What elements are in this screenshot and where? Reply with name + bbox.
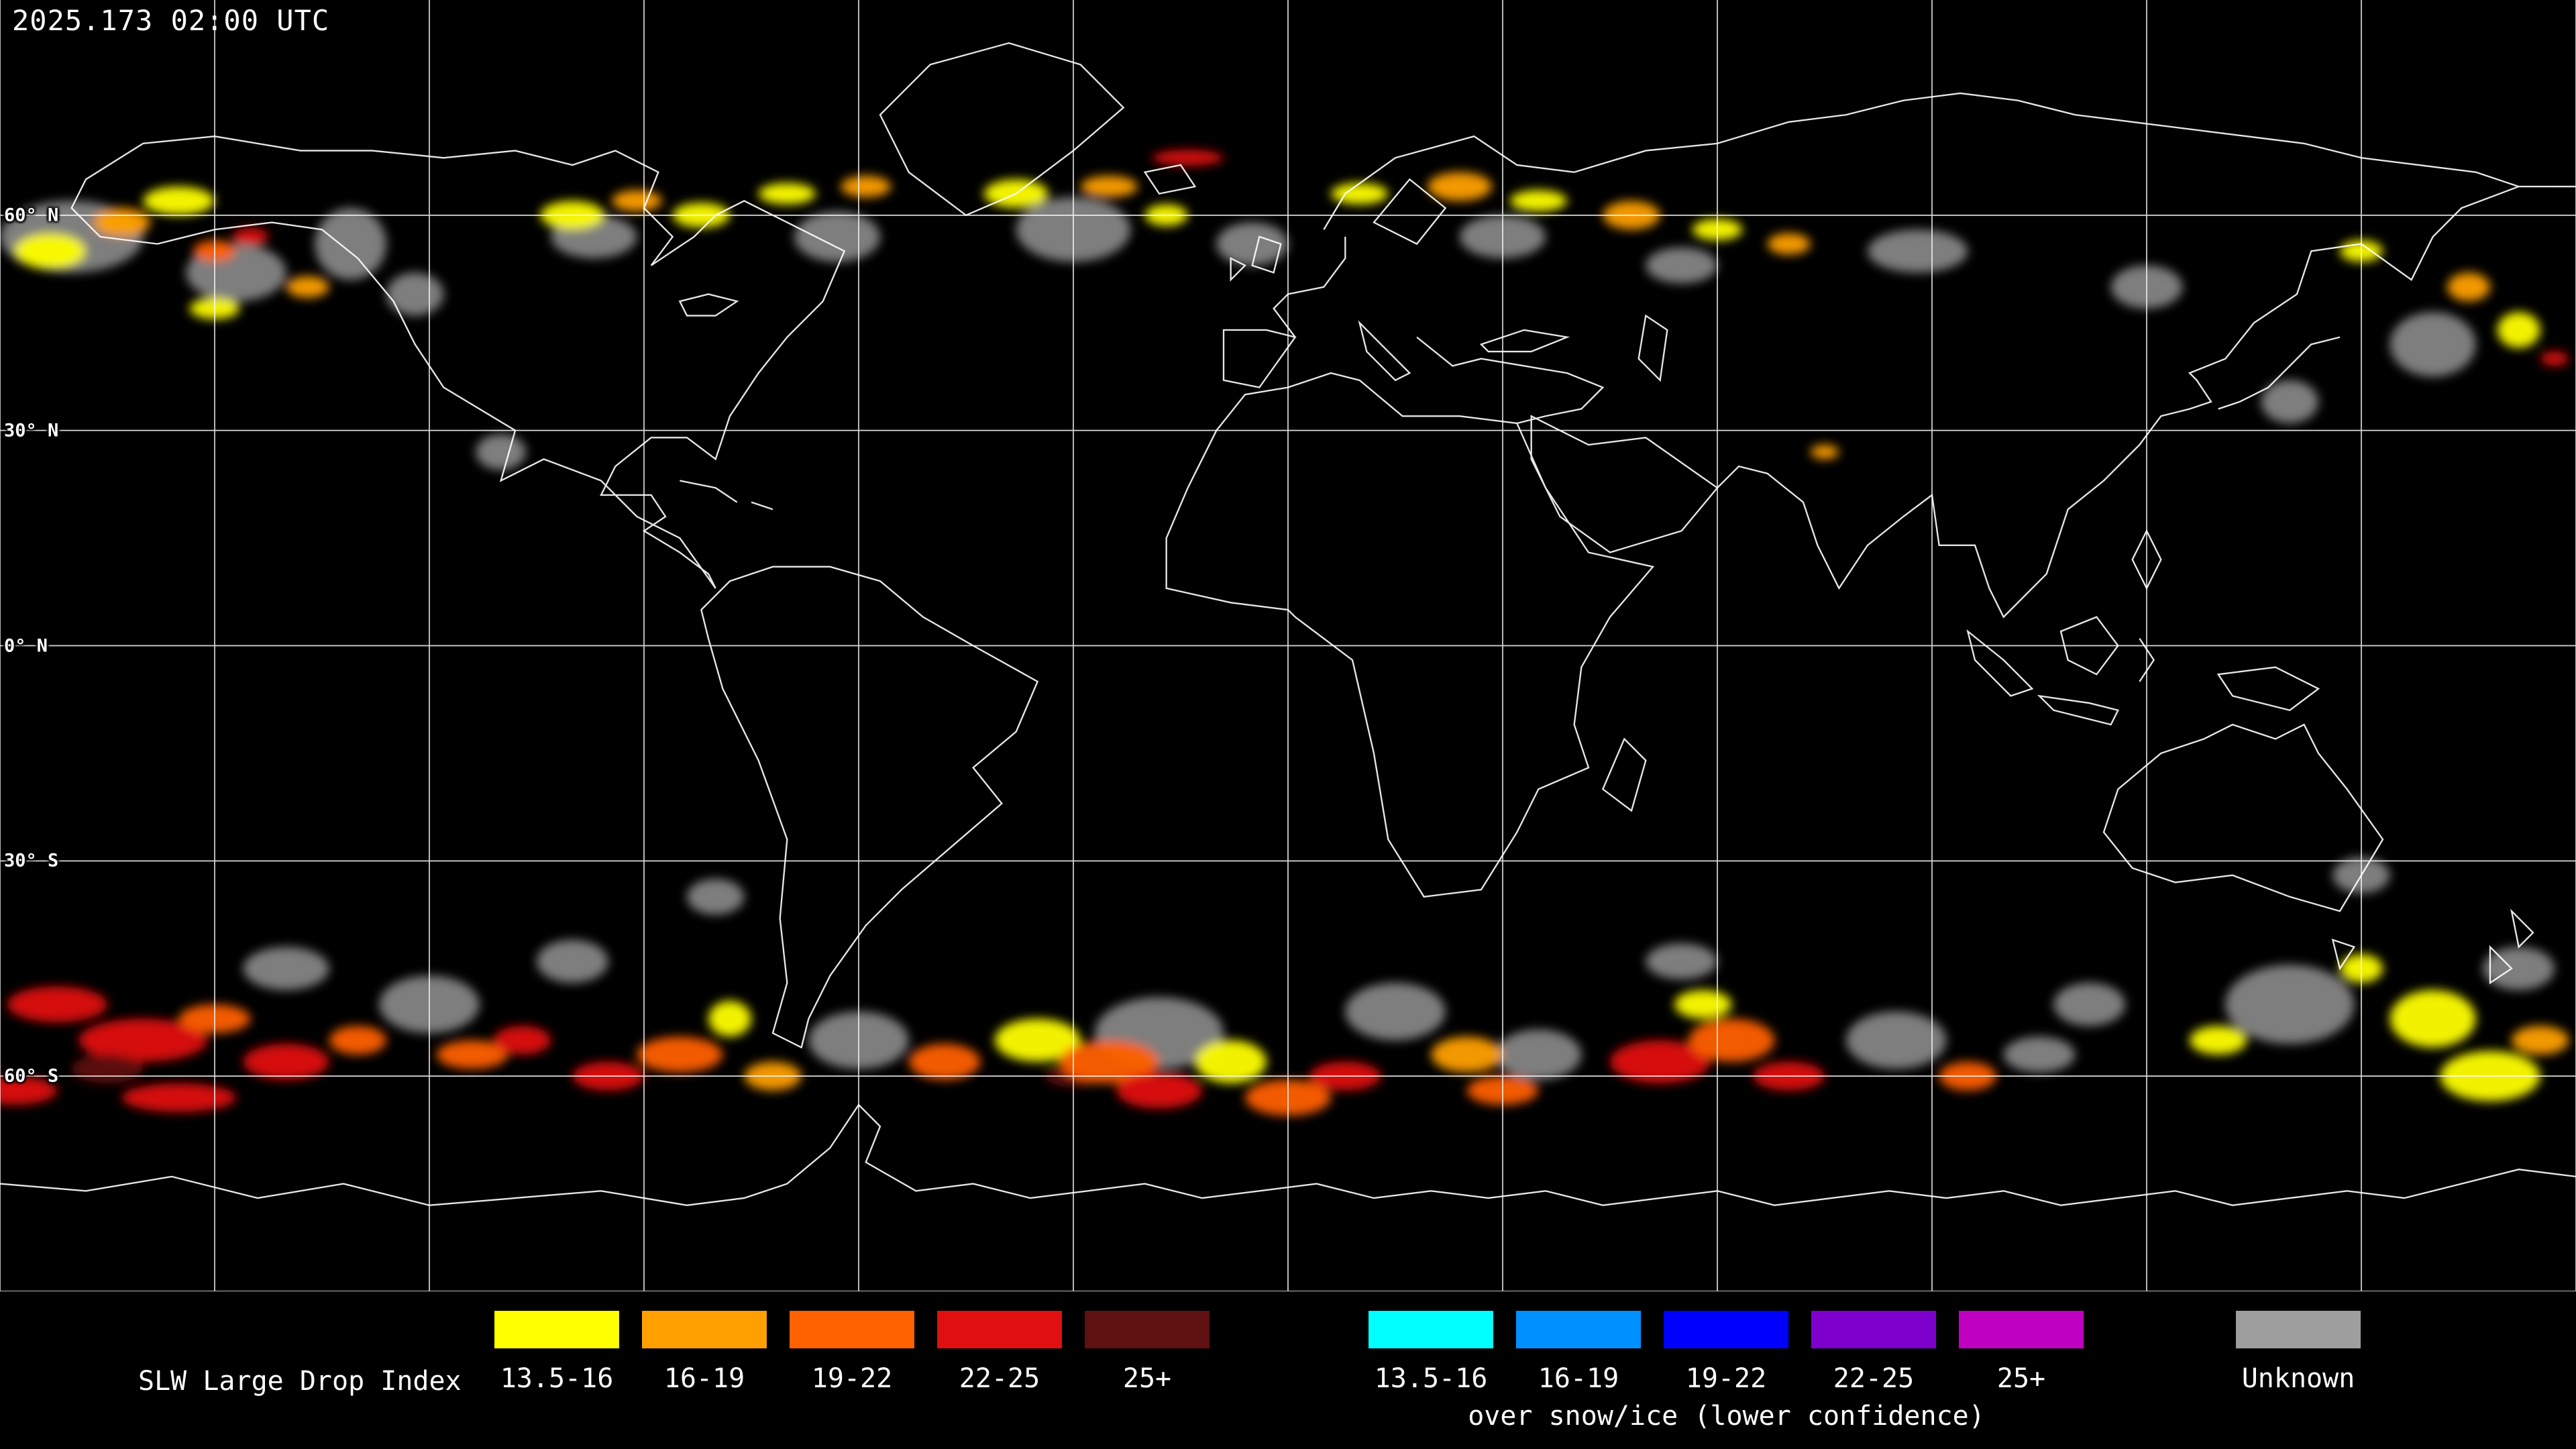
graticule (0, 0, 2576, 1291)
legend-main-entries: 13.5-16 16-19 19-22 22-25 25+ (494, 1311, 1210, 1394)
legend-item: 19-22 (790, 1311, 914, 1394)
legend-item: 16-19 (642, 1311, 767, 1394)
legend-label: 19-22 (811, 1363, 893, 1394)
legend-item: 19-22 (1664, 1311, 1788, 1394)
lat-label: 60° N (4, 205, 59, 226)
legend-label: 19-22 (1685, 1363, 1767, 1394)
legend-item: 22-25 (937, 1311, 1062, 1394)
legend-swatch (1085, 1311, 1210, 1348)
legend-title: SLW Large Drop Index (138, 1366, 462, 1397)
lat-label: 30° N (4, 420, 59, 441)
lat-label: 60° S (4, 1065, 59, 1087)
legend-swatch (1664, 1311, 1788, 1348)
world-map: 60° N 30° N 0° N 30° S 60° S (0, 0, 2576, 1291)
legend-swatch (1811, 1311, 1936, 1348)
lat-label: 30° S (4, 850, 59, 871)
map-svg (0, 0, 2576, 1291)
legend-swatch (494, 1311, 619, 1348)
legend-unknown-entry: Unknown (2236, 1311, 2361, 1394)
legend-item: 22-25 (1811, 1311, 1936, 1394)
timestamp: 2025.173 02:00 UTC (12, 4, 330, 37)
lat-label: 0° N (4, 635, 48, 656)
legend-item: 25+ (1085, 1311, 1210, 1394)
legend-label: 13.5-16 (500, 1363, 614, 1394)
legend-label: Unknown (2241, 1363, 2355, 1394)
coastlines (0, 42, 2576, 1206)
legend-swatch (1516, 1311, 1641, 1348)
legend-item: Unknown (2236, 1311, 2361, 1394)
legend-label: 25+ (1996, 1363, 2046, 1394)
legend-snow-caption: over snow/ice (lower confidence) (1468, 1401, 1985, 1432)
legend-item: 13.5-16 (494, 1311, 619, 1394)
legend-swatch (1959, 1311, 2084, 1348)
legend-item: 13.5-16 (1368, 1311, 1493, 1394)
legend-swatch (1368, 1311, 1493, 1348)
legend-label: 22-25 (1833, 1363, 1915, 1394)
legend-swatch (790, 1311, 914, 1348)
legend-swatch (937, 1311, 1062, 1348)
legend-label: 22-25 (959, 1363, 1040, 1394)
legend-label: 25+ (1122, 1363, 1172, 1394)
legend-snow-entries: 13.5-16 16-19 19-22 22-25 25+ (1368, 1311, 2084, 1394)
legend-swatch (2236, 1311, 2361, 1348)
legend-swatch (642, 1311, 767, 1348)
legend-label: 16-19 (1538, 1363, 1619, 1394)
legend-label: 13.5-16 (1374, 1363, 1488, 1394)
legend-label: 16-19 (663, 1363, 745, 1394)
slw-data-layer (0, 150, 2569, 1116)
legend-item: 25+ (1959, 1311, 2084, 1394)
legend-item: 16-19 (1516, 1311, 1641, 1394)
